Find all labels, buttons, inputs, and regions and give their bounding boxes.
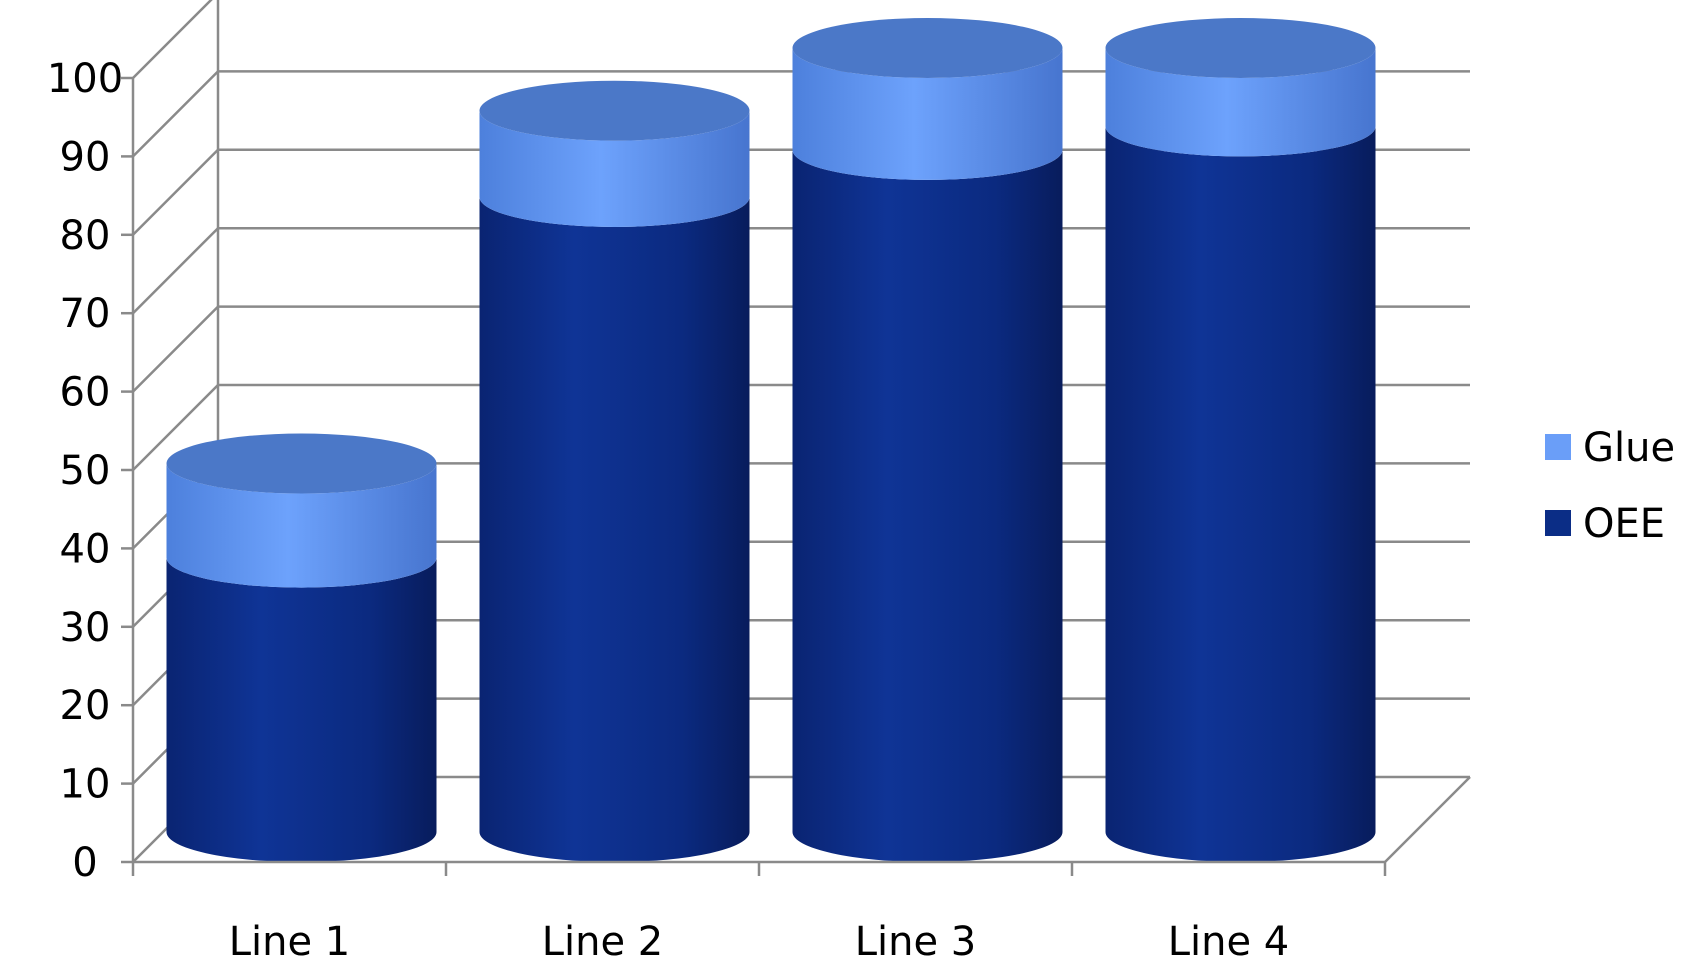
bar-oee-line-1 [166,557,437,863]
bars [166,18,1376,863]
bar-glue-line-2 [479,110,750,227]
y-tick-label: 60 [60,370,111,416]
bar-oee-line-3 [792,149,1063,863]
bar-group-line-1 [166,433,437,863]
y-axis-tick-labels: 0 10 20 30 40 50 60 70 80 90 100 [47,56,123,886]
x-category-label: Line 2 [542,919,664,957]
bar-glue-line-1 [166,463,437,588]
legend-item-glue: Glue [1545,425,1675,471]
bar-top-cap [166,433,437,494]
x-category-label: Line 1 [229,919,351,957]
bar-glue-line-4 [1105,48,1376,157]
x-category-label: Line 4 [1168,919,1290,957]
floor-right-edge [1384,776,1471,863]
y-tick-label: 100 [47,56,123,102]
bar-top-cap [479,80,750,141]
legend-swatch [1545,510,1571,536]
x-axis: Line 1 Line 2 Line 3 Line 4 [131,860,1387,957]
y-tick-label: 50 [60,448,111,494]
y-tick-label: 80 [60,213,111,259]
bar-glue-line-3 [792,48,1063,180]
bar-oee-line-4 [1105,126,1376,863]
legend-label: OEE [1583,501,1665,547]
bar-top-cap [792,18,1063,78]
bar-oee-line-2 [479,196,750,863]
y-tick-label: 20 [60,683,111,729]
legend-label: Glue [1583,425,1675,471]
bar-group-line-3 [792,18,1063,863]
bar-group-line-2 [479,80,750,863]
y-tick-label: 70 [60,291,111,337]
y-tick-label: 30 [60,605,111,651]
gridline [132,0,213,79]
bar-group-line-4 [1105,18,1376,863]
legend-item-oee: OEE [1545,501,1665,547]
y-tick-label: 40 [60,526,111,572]
legend: Glue OEE [1545,425,1675,547]
y-tick-label: 10 [60,762,111,808]
y-tick-label: 90 [60,134,111,180]
x-category-label: Line 3 [855,919,977,957]
y-tick-label: 0 [72,840,97,886]
legend-swatch [1545,434,1571,460]
bar-top-cap [1105,18,1376,78]
